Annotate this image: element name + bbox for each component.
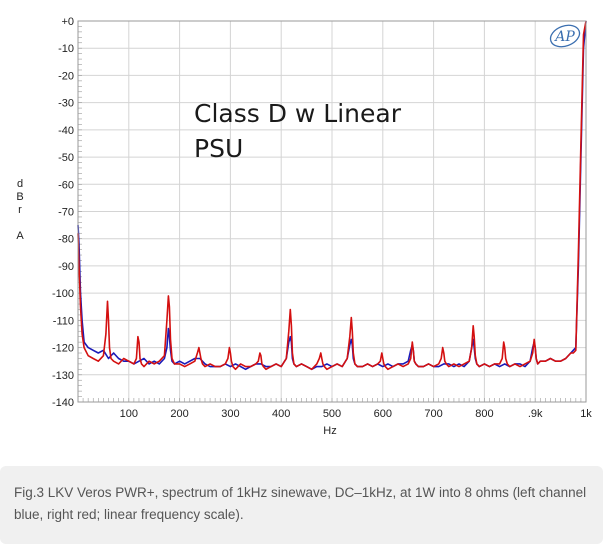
- plot-frame: [77, 20, 587, 403]
- y-tick-label: -140: [52, 397, 74, 409]
- y-label-char: A: [16, 230, 24, 242]
- series-group: [77, 20, 587, 371]
- x-tick-label: 200: [170, 408, 188, 420]
- y-tick-label: -110: [53, 315, 74, 327]
- figure-caption: Fig.3 LKV Veros PWR+, spectrum of 1kHz s…: [14, 485, 587, 522]
- minor-ticks: [77, 20, 587, 403]
- caption-box: Fig.3 LKV Veros PWR+, spectrum of 1kHz s…: [0, 466, 603, 544]
- y-tick-label: -10: [58, 43, 74, 55]
- x-axis-label: Hz: [323, 425, 336, 437]
- grid: [78, 21, 586, 402]
- annotation-line-2: PSU: [194, 134, 243, 163]
- x-tick-labels: 100 200 300 400 500 600 700 800 .9k 1k: [120, 408, 593, 420]
- y-tick-labels: +0 -10 -20 -30 -40 -50 -60 -70 -80 -90 -100 -110 -12…: [52, 16, 74, 409]
- x-tick-label: 500: [323, 408, 341, 420]
- series-line-2: [77, 20, 587, 371]
- y-tick-label: -40: [58, 125, 74, 137]
- y-tick-label: -30: [58, 98, 74, 110]
- chart: +0 -10 -20 -30 -40 -50 -60 -70 -80 -90 -100 -110 -12…: [16, 16, 593, 437]
- y-label-char: d: [17, 178, 23, 190]
- ap-logo-text: AP: [553, 29, 575, 45]
- y-tick-label: -100: [52, 288, 74, 300]
- y-tick-label: -60: [58, 179, 74, 191]
- x-tick-label: 700: [424, 408, 442, 420]
- x-tick-label: 1k: [580, 408, 592, 420]
- y-tick-label: -80: [58, 234, 74, 246]
- y-tick-label: -20: [58, 70, 74, 82]
- x-tick-label: 600: [374, 408, 392, 420]
- y-tick-label: -70: [58, 207, 74, 219]
- ap-logo: AP: [549, 24, 581, 48]
- x-tick-label: 100: [120, 408, 138, 420]
- y-tick-label: -120: [52, 343, 74, 355]
- y-axis-label: dBr A: [16, 178, 24, 242]
- y-label-char: B: [16, 191, 23, 203]
- annotation-line-1: Class D w Linear: [194, 99, 402, 128]
- x-tick-label: .9k: [528, 408, 543, 420]
- y-tick-label: -50: [58, 152, 74, 164]
- y-tick-label: -90: [58, 261, 74, 273]
- x-tick-label: 400: [272, 408, 290, 420]
- y-tick-label: +0: [61, 16, 74, 28]
- x-tick-label: 800: [475, 408, 493, 420]
- x-tick-label: 300: [221, 408, 239, 420]
- y-tick-label: -130: [52, 370, 74, 382]
- y-label-char: r: [18, 204, 22, 216]
